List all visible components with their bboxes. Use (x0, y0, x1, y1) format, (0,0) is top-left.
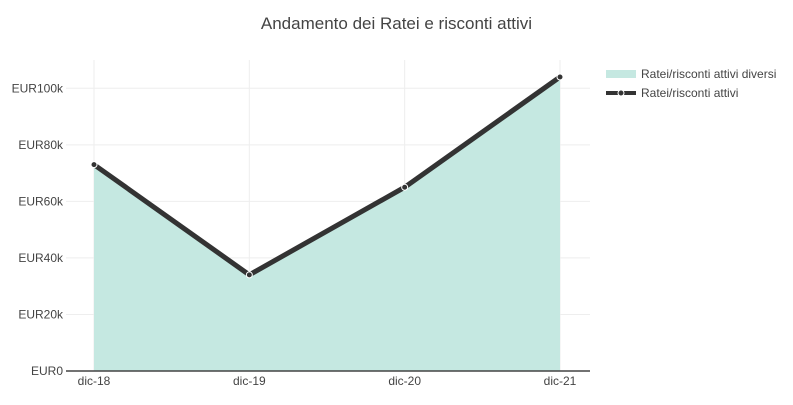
line-layer (90, 73, 564, 279)
data-point[interactable] (401, 183, 409, 191)
y-tick-label: EUR60k (18, 194, 64, 208)
legend-swatch-area (606, 70, 636, 78)
legend[interactable]: Ratei/risconti attivi diversi Ratei/risco… (606, 67, 776, 100)
area-layer (94, 76, 560, 372)
legend-item-line[interactable]: Ratei/risconti attivi (606, 86, 738, 100)
x-tick-label: dic-20 (388, 374, 421, 388)
y-tick-label: EUR0 (31, 364, 63, 378)
y-tick-label: EUR20k (18, 307, 64, 321)
line-series (92, 74, 562, 278)
y-tick-label: EUR40k (18, 251, 64, 265)
legend-label-line: Ratei/risconti attivi (641, 86, 738, 100)
legend-item-area[interactable]: Ratei/risconti attivi diversi (606, 67, 776, 81)
data-point[interactable] (90, 161, 98, 169)
axis-layer: EUR0 EUR20k EUR40k EUR60k EUR80k EUR100k dic-1… (12, 81, 590, 388)
x-tick-label: dic-21 (544, 374, 577, 388)
legend-label-area: Ratei/risconti attivi diversi (641, 67, 776, 81)
x-tick-label: dic-19 (233, 374, 266, 388)
data-point[interactable] (556, 73, 564, 81)
y-tick-label: EUR80k (18, 138, 64, 152)
chart-title: Andamento dei Ratei e risconti attivi (260, 14, 533, 33)
x-tick-label: dic-18 (78, 374, 111, 388)
area-series-fill (94, 76, 560, 372)
legend-swatch-marker (617, 89, 625, 97)
y-tick-label: EUR100k (12, 81, 64, 95)
data-point[interactable] (245, 271, 253, 279)
